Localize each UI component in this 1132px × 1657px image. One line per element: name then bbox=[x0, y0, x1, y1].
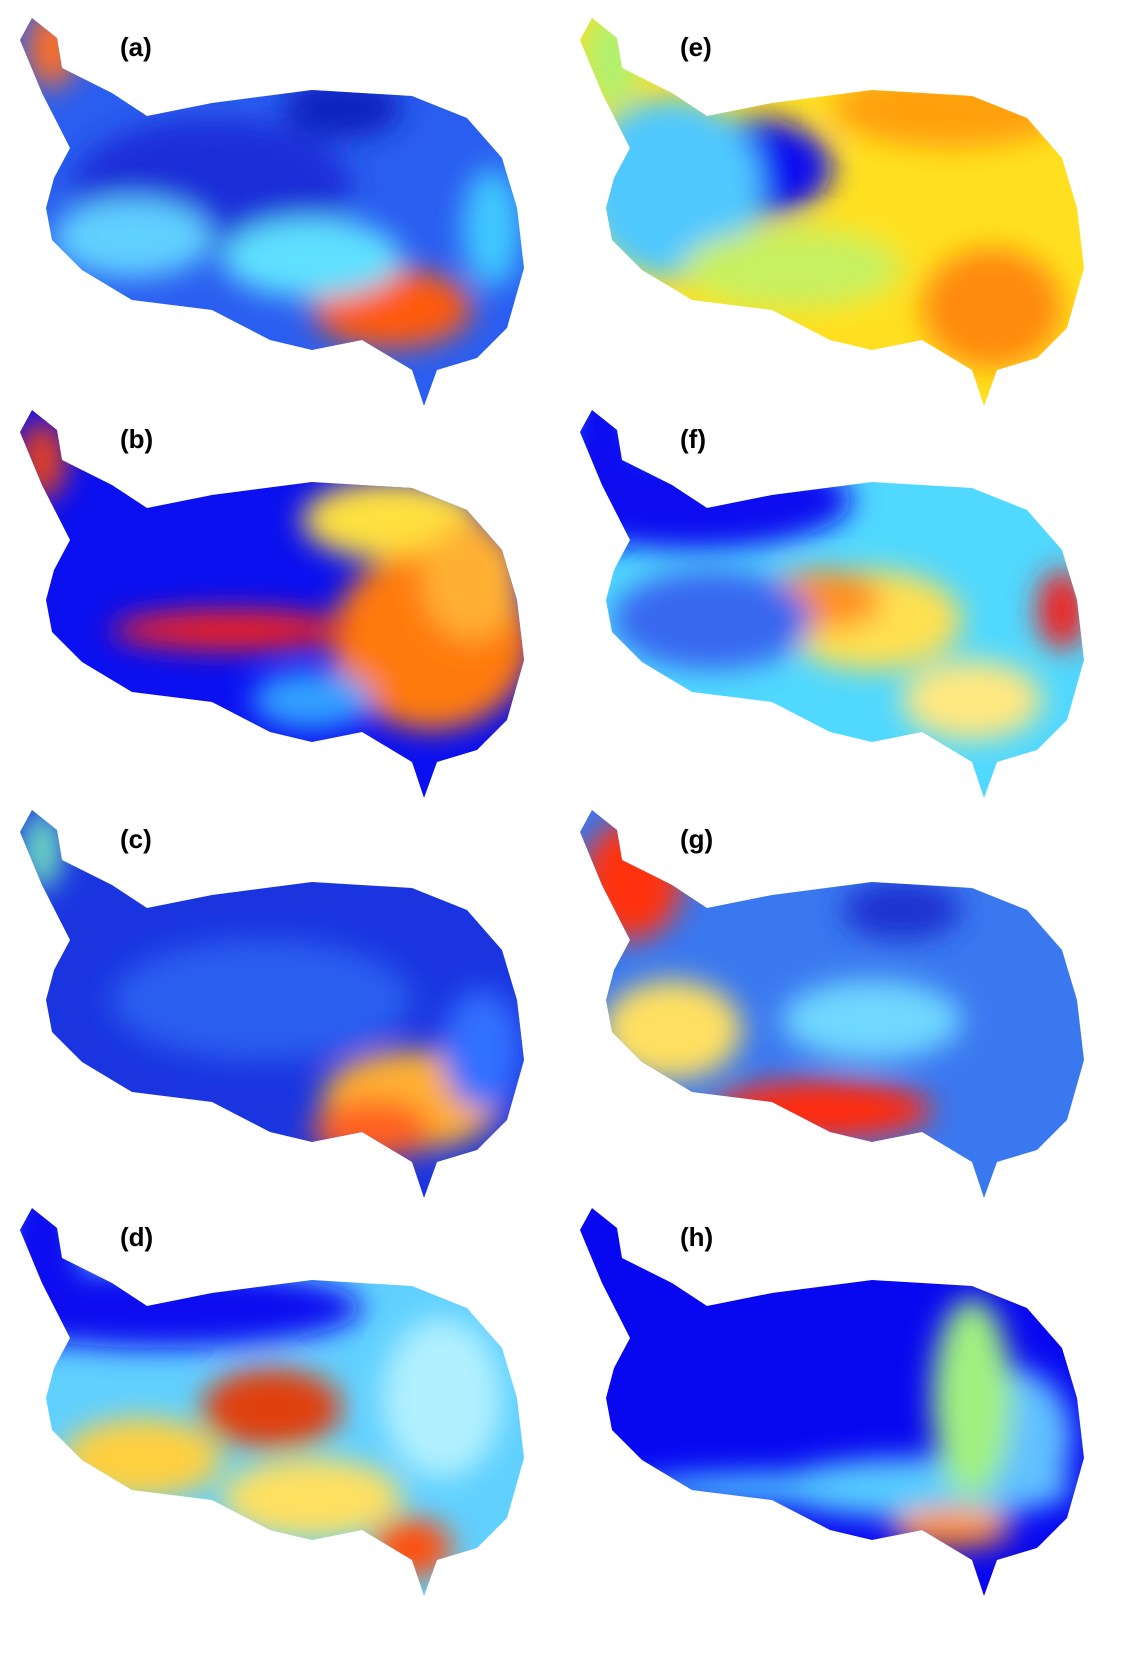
map-region bbox=[582, 820, 682, 940]
map-region bbox=[580, 450, 852, 550]
map-region bbox=[202, 1368, 342, 1448]
map-region bbox=[682, 228, 902, 308]
map-region bbox=[52, 198, 212, 278]
map-panel: (b) bbox=[20, 410, 524, 798]
map-region bbox=[580, 410, 642, 550]
map-region bbox=[442, 990, 522, 1110]
map-texture bbox=[582, 820, 962, 1140]
map-region bbox=[222, 218, 402, 298]
map bbox=[580, 1208, 1084, 1596]
map-region bbox=[582, 18, 642, 108]
map-region bbox=[922, 248, 1062, 368]
map-region bbox=[462, 168, 522, 288]
map-region bbox=[902, 660, 1042, 740]
map bbox=[20, 18, 524, 406]
map-region bbox=[602, 980, 742, 1080]
map-panel: (e) bbox=[580, 18, 1084, 406]
panel-label: (b) bbox=[120, 424, 153, 454]
map-region bbox=[22, 810, 62, 890]
map-region bbox=[632, 1473, 952, 1503]
map-panel: (a) bbox=[20, 18, 524, 406]
map bbox=[580, 410, 1084, 798]
panel-label: (e) bbox=[680, 32, 712, 62]
map-region bbox=[20, 1208, 82, 1348]
map-panel: (g) bbox=[580, 810, 1084, 1198]
map-region bbox=[932, 1298, 1012, 1498]
panel-label: (f) bbox=[680, 424, 706, 454]
map-region bbox=[1037, 570, 1084, 650]
map-region bbox=[112, 940, 412, 1060]
map-region bbox=[612, 570, 812, 670]
map-region bbox=[842, 880, 962, 940]
map-panel: (c) bbox=[20, 810, 524, 1198]
map bbox=[580, 18, 1084, 406]
map-texture bbox=[27, 18, 522, 348]
map-region bbox=[892, 1508, 1012, 1548]
map-region bbox=[27, 18, 77, 88]
map-region bbox=[782, 980, 962, 1060]
map-region bbox=[832, 68, 1072, 148]
map-region bbox=[422, 520, 522, 640]
map-region bbox=[252, 670, 372, 730]
panel-label: (g) bbox=[680, 824, 713, 854]
map-region bbox=[312, 1100, 432, 1160]
panel-label: (d) bbox=[120, 1222, 153, 1252]
panel-label: (c) bbox=[120, 824, 152, 854]
map-texture bbox=[20, 420, 524, 730]
map-panel: (h) bbox=[580, 1208, 1084, 1596]
map-region bbox=[372, 1518, 452, 1578]
map-region bbox=[20, 420, 67, 500]
panel-label: (a) bbox=[120, 32, 152, 62]
map-region bbox=[382, 1318, 502, 1478]
map-region bbox=[222, 1458, 402, 1538]
map bbox=[20, 810, 524, 1198]
map-panel: (f) bbox=[580, 410, 1084, 798]
map-region bbox=[712, 1080, 932, 1140]
map bbox=[20, 1208, 524, 1596]
map-region bbox=[62, 1418, 222, 1498]
map-texture bbox=[632, 1298, 1072, 1548]
map-region bbox=[112, 610, 352, 650]
map bbox=[580, 810, 1084, 1198]
panel-label: (h) bbox=[680, 1222, 713, 1252]
map bbox=[20, 410, 524, 798]
map-region bbox=[282, 78, 402, 138]
map-panel: (d) bbox=[20, 1208, 524, 1596]
